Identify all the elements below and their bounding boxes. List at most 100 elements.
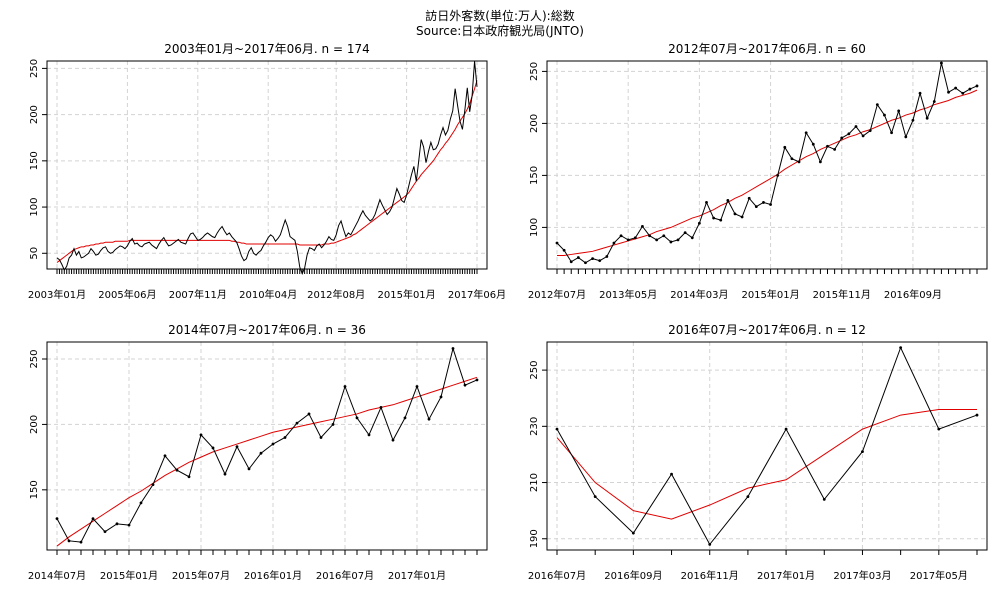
data-point [475, 378, 479, 382]
x-tick-label: 2005年06月 [98, 288, 156, 301]
x-tick-label: 2016年09月 [884, 288, 942, 301]
panel-title: 2012年07月~2017年06月. n = 60 [668, 42, 866, 56]
data-point [822, 498, 826, 501]
y-tick-label: 100 [29, 198, 40, 217]
x-tick-label: 2017年06月 [448, 288, 506, 301]
data-point [937, 427, 941, 431]
data-point [833, 148, 837, 151]
chart-main-title: 訪日外客数(単位:万人):総数 [425, 8, 574, 23]
data-point [840, 136, 844, 140]
data-point [271, 442, 275, 446]
y-tick-label: 200 [29, 105, 40, 124]
data-point [562, 248, 566, 252]
y-tick-label: 250 [529, 361, 540, 380]
x-tick-label: 2012年07月 [528, 288, 586, 301]
x-tick-label: 2016年07月 [316, 569, 374, 582]
panel-title: 2014年07月~2017年06月. n = 36 [168, 323, 366, 337]
data-point [415, 385, 419, 388]
panel-3: 2014年07月~2017年06月. n = 36 150 200 250 2014年0… [28, 323, 488, 582]
data-point [91, 517, 95, 521]
data-point [719, 218, 723, 222]
data-point [283, 436, 287, 439]
y-tick-label: 210 [529, 473, 540, 492]
trend-line [56, 80, 478, 263]
data-point [403, 416, 407, 420]
x-tick-label: 2015年01月 [378, 288, 436, 301]
data-point [619, 234, 623, 238]
data-point [676, 238, 680, 242]
x-tick-label: 2013年05月 [599, 288, 657, 301]
y-tick-label: 230 [529, 417, 540, 436]
data-point [463, 383, 467, 387]
data-point [662, 234, 666, 238]
panel-2: 2012年07月~2017年06月. n = 60 100 150 200 250 201… [528, 42, 988, 301]
data-point [67, 539, 71, 543]
data-point [103, 530, 107, 534]
x-tick-label: 2016年01月 [244, 569, 302, 582]
data-point [804, 131, 808, 135]
data-point [307, 412, 311, 416]
panel-title: 2016年07月~2017年06月. n = 12 [668, 323, 866, 337]
data-point [593, 495, 597, 498]
data-point [797, 160, 801, 164]
data-point [868, 129, 872, 133]
data-point [705, 201, 708, 204]
x-tick-label: 2010年04月 [239, 288, 297, 301]
data-point [259, 451, 263, 455]
x-tick-label: 2015年01月 [100, 569, 158, 582]
data-point [762, 201, 765, 204]
data-point [367, 433, 371, 437]
data-point [769, 203, 772, 206]
data-point [139, 501, 143, 505]
x-tick-label: 2014年07月 [28, 569, 86, 582]
data-point [655, 238, 659, 242]
observed-line [556, 346, 978, 546]
data-point [975, 413, 979, 417]
data-point [975, 84, 979, 88]
x-tick-label: 2014年03月 [670, 288, 728, 301]
data-point [584, 261, 587, 265]
data-point [726, 198, 730, 202]
data-point [790, 157, 794, 161]
data-point [555, 427, 559, 431]
data-point [961, 91, 965, 95]
y-tick-label: 100 [529, 218, 540, 237]
data-point [918, 91, 922, 95]
data-point [818, 160, 822, 164]
data-point [451, 347, 455, 350]
data-point [746, 495, 750, 498]
y-tick-label: 150 [29, 480, 40, 499]
data-point [631, 531, 635, 535]
data-point [854, 125, 858, 128]
observed-line [56, 60, 478, 275]
data-point [295, 421, 299, 425]
data-point [633, 236, 637, 240]
data-point [904, 135, 908, 139]
data-point [626, 238, 630, 242]
y-tick-label: 250 [529, 62, 540, 81]
data-point [391, 438, 395, 442]
data-point [605, 255, 609, 258]
data-point [883, 113, 886, 117]
data-point [754, 205, 758, 209]
x-tick-label: 2015年11月 [813, 288, 871, 301]
data-point [163, 454, 167, 458]
data-point [683, 231, 687, 235]
data-point [954, 86, 958, 90]
data-point [576, 256, 580, 259]
data-point [911, 118, 915, 122]
data-point [151, 483, 155, 486]
x-tick-label: 2017年03月 [833, 569, 891, 582]
data-point [708, 542, 712, 546]
data-point [670, 472, 673, 476]
data-point [875, 103, 879, 107]
data-point [783, 145, 787, 149]
data-point [247, 467, 251, 471]
plot-frame [546, 341, 988, 551]
data-point [569, 260, 573, 264]
data-point [897, 109, 901, 113]
panel-title: 2003年01月~2017年06月. n = 174 [164, 42, 370, 56]
data-point [175, 468, 179, 472]
data-point [940, 61, 943, 65]
